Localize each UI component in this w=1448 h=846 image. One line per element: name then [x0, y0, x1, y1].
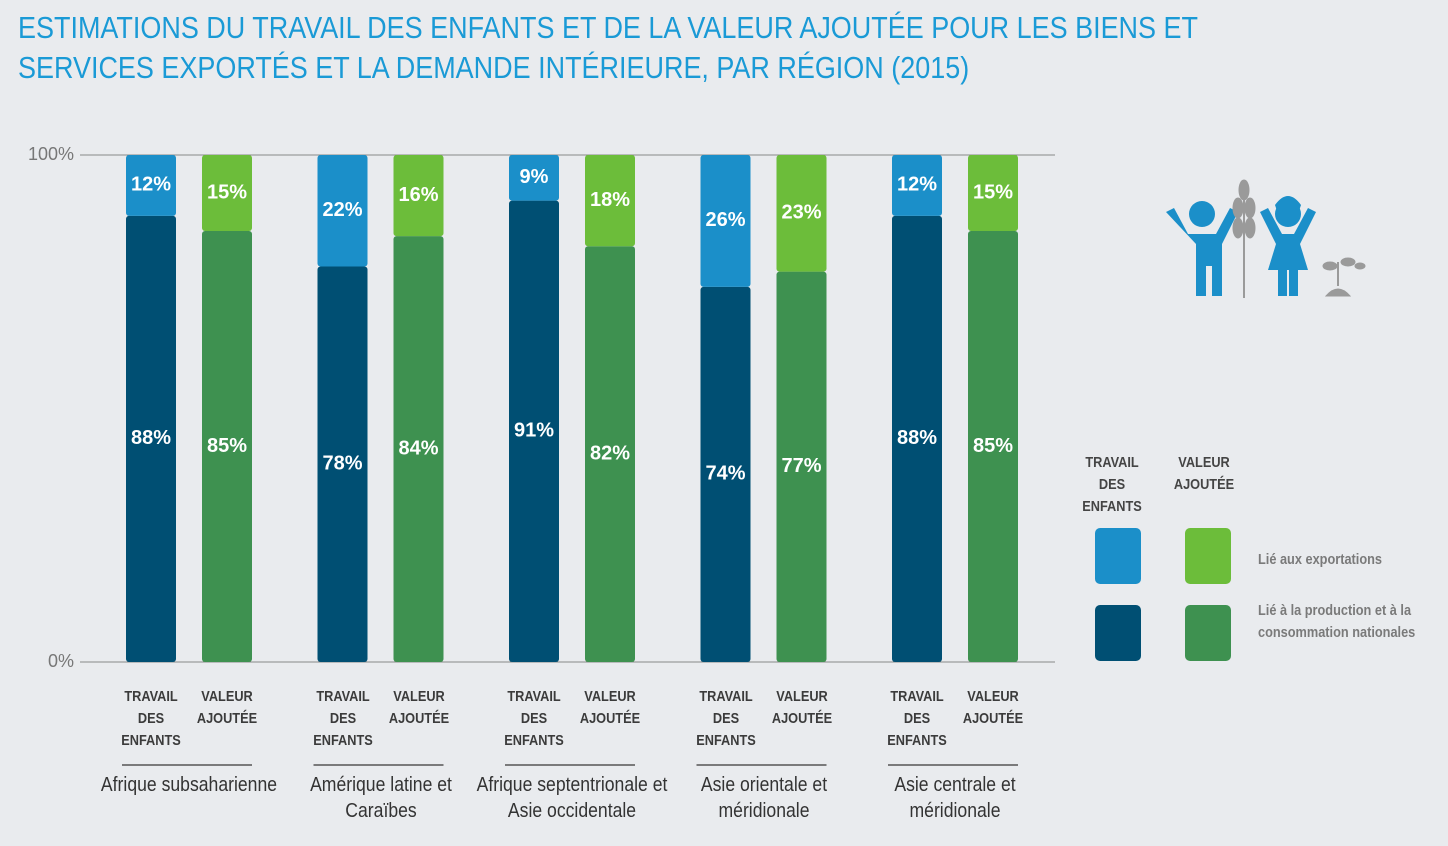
bar-segment: [585, 246, 635, 662]
children-icon: [1166, 196, 1316, 296]
data-label: 78%: [322, 453, 362, 475]
data-label: 15%: [207, 181, 247, 203]
data-label: 23%: [781, 202, 821, 224]
data-label: 16%: [398, 184, 438, 206]
bar-label: VALEUR AJOUTÉE: [962, 688, 1024, 727]
data-label: 88%: [897, 427, 937, 449]
region-label: Afrique subsaharienne: [100, 774, 278, 796]
bar-segment: [126, 155, 176, 216]
data-label: 15%: [973, 181, 1013, 203]
chart-title: ESTIMATIONS DU TRAVAIL DES ENFANTS ET DE…: [18, 10, 1198, 85]
data-label: 82%: [590, 442, 630, 464]
data-label: 26%: [705, 209, 745, 231]
region-label: Afrique septentrionale et Asie occidenta…: [476, 774, 668, 822]
bar-segment: [317, 266, 368, 662]
data-label: 91%: [514, 420, 554, 442]
bar-segment: [700, 155, 751, 287]
bar-segment: [393, 155, 444, 237]
bar-segment: [126, 215, 176, 662]
bar-segment: [892, 155, 942, 216]
legend-text: Lié aux exportations: [1258, 551, 1382, 568]
data-label: 74%: [705, 463, 745, 485]
bar-segment: [202, 155, 252, 232]
bar-label: TRAVAIL DES ENFANTS: [121, 688, 181, 749]
bar-segment: [776, 155, 827, 272]
data-label: 85%: [207, 435, 247, 457]
legend-swatch: [1095, 528, 1141, 584]
region-label: Amérique latine et Caraïbes: [309, 774, 452, 822]
bar-segment: [317, 155, 368, 267]
data-label: 18%: [590, 189, 630, 211]
region-label: Asie centrale et méridionale: [894, 774, 1016, 822]
bar-label: TRAVAIL DES ENFANTS: [695, 688, 756, 749]
bar-segment: [776, 271, 827, 662]
bar-label: VALEUR AJOUTÉE: [388, 688, 449, 727]
region-label: Asie orientale et méridionale: [700, 774, 827, 822]
legend-swatch: [1185, 528, 1231, 584]
bar-segment: [700, 286, 751, 662]
bar-segment: [968, 155, 1018, 232]
bar-label: TRAVAIL DES ENFANTS: [312, 688, 373, 749]
bar-segment: [509, 155, 559, 201]
data-label: 12%: [897, 174, 937, 196]
legend-text: Lié à la production et à la consommation…: [1258, 602, 1416, 641]
bar-segment: [968, 231, 1018, 663]
data-label: 9%: [520, 166, 549, 188]
data-label: 85%: [973, 435, 1013, 457]
data-label: 22%: [322, 199, 362, 221]
data-label: 88%: [131, 427, 171, 449]
bar-label: VALEUR AJOUTÉE: [196, 688, 258, 727]
bar-segment: [202, 231, 252, 663]
legend-swatch: [1095, 605, 1141, 661]
y-tick-label: 0%: [48, 651, 74, 671]
bar-label: TRAVAIL DES ENFANTS: [504, 688, 564, 749]
legend-header: TRAVAIL DES ENFANTS: [1082, 454, 1142, 515]
data-label: 12%: [131, 174, 171, 196]
legend-swatch: [1185, 605, 1231, 661]
plant-icon: [1232, 179, 1366, 298]
bar-label: VALEUR AJOUTÉE: [579, 688, 641, 727]
bar-segment: [393, 236, 444, 662]
data-label: 77%: [781, 455, 821, 477]
bar-label: TRAVAIL DES ENFANTS: [887, 688, 947, 749]
bar-segment: [585, 155, 635, 247]
bar-segment: [892, 215, 942, 662]
data-label: 84%: [398, 437, 438, 459]
bar-segment: [509, 200, 559, 662]
y-tick-label: 100%: [28, 144, 74, 164]
bar-label: VALEUR AJOUTÉE: [771, 688, 832, 727]
legend-header: VALEUR AJOUTÉE: [1173, 454, 1235, 493]
